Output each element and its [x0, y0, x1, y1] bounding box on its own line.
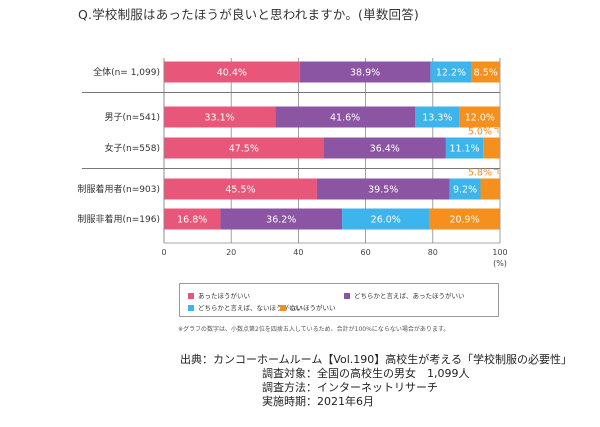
legend-item: どちらかと言えば、ないほうがいい [188, 302, 302, 312]
bar-segment [471, 61, 500, 83]
x-tick-label: 20 [226, 248, 236, 257]
bar-segment [342, 208, 430, 230]
category-label: 女子(n=558) [105, 142, 160, 154]
bar-segment [275, 106, 415, 128]
bar-value-label: 47.5% [229, 144, 259, 155]
bar-value-label: 13.3% [422, 113, 452, 124]
bar-segment [164, 106, 276, 128]
bar-segment [220, 208, 343, 230]
category-label: 制服非着用(n=196) [78, 213, 160, 225]
bar-segment [164, 61, 300, 83]
bar-value-label: 36.2% [266, 215, 296, 226]
legend-label: どちらかと言えば、ないほうがいい [198, 304, 302, 312]
callout-bracket [494, 128, 499, 134]
survey-method: 調査方法：インターネットリサーチ [262, 381, 438, 394]
bar-segment [430, 61, 472, 83]
bar-segment [429, 208, 500, 230]
bar-value-label: 8.5% [474, 68, 498, 79]
bar-value-label: 9.2% [453, 185, 477, 196]
survey-target: 調査対象：全国の高校生の男女 1,099人 [262, 367, 470, 380]
bar-value-callout: 5.8% [468, 168, 492, 179]
bar-value-label: 38.9% [350, 68, 380, 79]
legend: あったほうがいい どちらかと言えば、あったほうがいい どちらかと言えば、ないほう… [179, 283, 499, 317]
bar-value-label: 41.6% [330, 113, 360, 124]
bar-value-label: 12.2% [436, 68, 466, 79]
source-line: 出典：カンコーホームルーム【Vol.190】高校生が考える「学校制服の必要性」 [180, 353, 572, 366]
bar-segment [483, 137, 500, 159]
x-axis-unit: (%) [493, 259, 507, 268]
bar-segment [449, 178, 481, 200]
stacked-bar-chart: 0 20 40 60 80 100 (%) 全体(n= 1,099) 40.4% 38.9% 12.… [78, 58, 508, 268]
legend-label: あったほうがいい [198, 292, 250, 300]
legend-swatch [280, 305, 286, 311]
legend-swatch [344, 293, 350, 299]
legend-label: ないほうがいい [290, 304, 336, 312]
bar-segment [323, 137, 446, 159]
legend-swatch [188, 305, 194, 311]
bar-value-callout: 5.0% [468, 127, 492, 138]
legend-item: あったほうがいい [188, 290, 250, 300]
callout-bracket [494, 169, 499, 175]
bar-value-label: 26.0% [371, 215, 401, 226]
x-tick-label: 60 [361, 248, 371, 257]
x-tick-label: 80 [428, 248, 438, 257]
bar-value-label: 33.1% [205, 113, 235, 124]
bar-segment [445, 137, 484, 159]
legend-item: ないほうがいい [280, 302, 336, 312]
bar-value-label: 45.5% [225, 185, 255, 196]
legend-swatch [188, 293, 194, 299]
bar-value-label: 36.4% [370, 144, 400, 155]
bar-segment [164, 137, 324, 159]
chart-title: Q.学校制服はあったほうが良いと思われますか。(単数回答) [78, 7, 419, 22]
category-label: 制服着用者(n=903) [78, 183, 160, 195]
bar-segment [414, 106, 460, 128]
bar-segment [480, 178, 500, 200]
x-tick-label: 100 [492, 248, 507, 257]
category-label: 男子(n=541) [105, 112, 160, 123]
bar-value-label: 11.1% [449, 144, 479, 155]
x-tick-label: 0 [161, 248, 166, 257]
x-tick-label: 40 [293, 248, 303, 257]
category-label: 全体(n= 1,099) [93, 66, 160, 78]
survey-period: 実施時期：2021年6月 [262, 395, 374, 408]
bar-segment [164, 178, 317, 200]
bar-value-label: 16.8% [177, 215, 207, 226]
bar-segment [164, 208, 221, 230]
bar-value-label: 12.0% [465, 113, 495, 124]
bar-value-label: 40.4% [217, 68, 247, 79]
footnote: ※グラフの数字は、小数点第2位を四捨五入しているため、合計が100%にならない場… [178, 326, 450, 333]
bar-segment [459, 106, 500, 128]
bar-segment [299, 61, 431, 83]
legend-item: どちらかと言えば、あったほうがいい [344, 290, 465, 300]
bar-segment [316, 178, 450, 200]
bar-value-label: 39.5% [368, 185, 398, 196]
bar-value-label: 20.9% [449, 215, 479, 226]
legend-label: どちらかと言えば、あったほうがいい [354, 292, 465, 300]
